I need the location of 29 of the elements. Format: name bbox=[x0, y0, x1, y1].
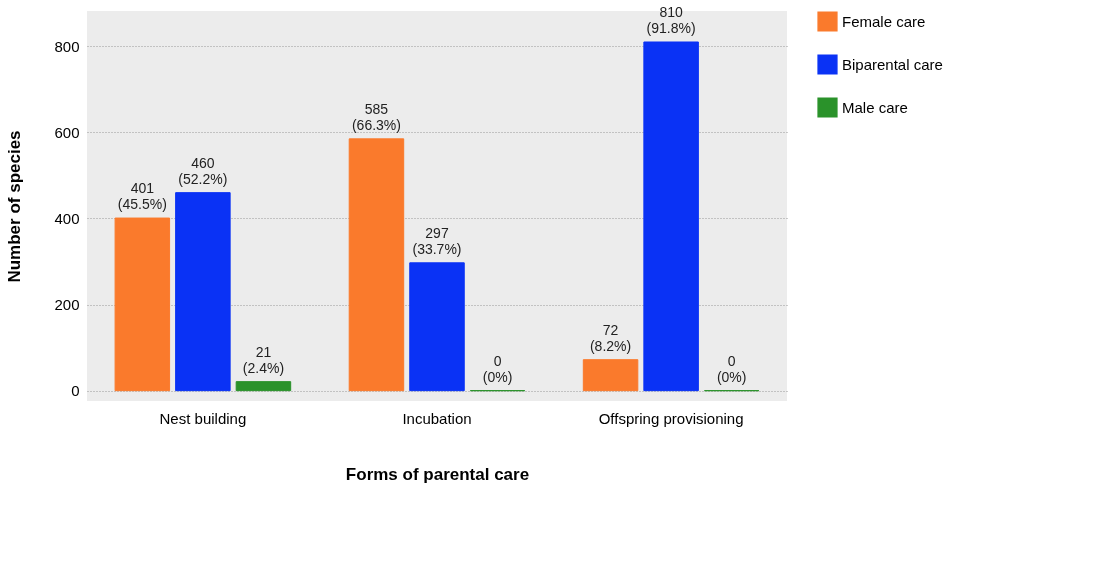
x-tick-label: Nest building bbox=[159, 409, 247, 427]
data-label: 810 (91.8%) bbox=[646, 3, 696, 36]
bar bbox=[348, 138, 405, 392]
data-label: 21 (2.4%) bbox=[242, 343, 285, 376]
data-label: 72 (8.2%) bbox=[589, 321, 632, 354]
bar bbox=[175, 192, 231, 392]
data-label: 460 (52.2%) bbox=[178, 154, 228, 187]
data-label: 0 (0%) bbox=[716, 352, 747, 385]
data-label: 401 (45.5%) bbox=[117, 180, 167, 213]
y-tick-label: 400 bbox=[54, 209, 80, 227]
y-axis-title: Number of species bbox=[5, 130, 25, 283]
y-tick-label: 600 bbox=[54, 123, 80, 141]
legend-label: Biparental care bbox=[842, 55, 943, 73]
y-tick-label: 200 bbox=[54, 296, 80, 314]
legend-label: Male care bbox=[842, 98, 908, 116]
bar bbox=[409, 262, 465, 392]
bar bbox=[114, 217, 171, 392]
bar bbox=[582, 359, 639, 392]
data-label: 297 (33.7%) bbox=[412, 224, 462, 257]
x-tick-label: Incubation bbox=[402, 409, 472, 427]
x-axis-title: Forms of parental care bbox=[345, 464, 530, 484]
bar bbox=[643, 41, 699, 392]
y-tick-label: 800 bbox=[54, 37, 80, 55]
bar bbox=[235, 381, 292, 392]
x-tick-label: Offspring provisioning bbox=[598, 409, 744, 427]
data-label: 585 (66.3%) bbox=[351, 100, 401, 133]
y-tick-label: 0 bbox=[71, 382, 80, 400]
data-label: 0 (0%) bbox=[482, 352, 513, 385]
legend-label: Female care bbox=[842, 12, 926, 30]
